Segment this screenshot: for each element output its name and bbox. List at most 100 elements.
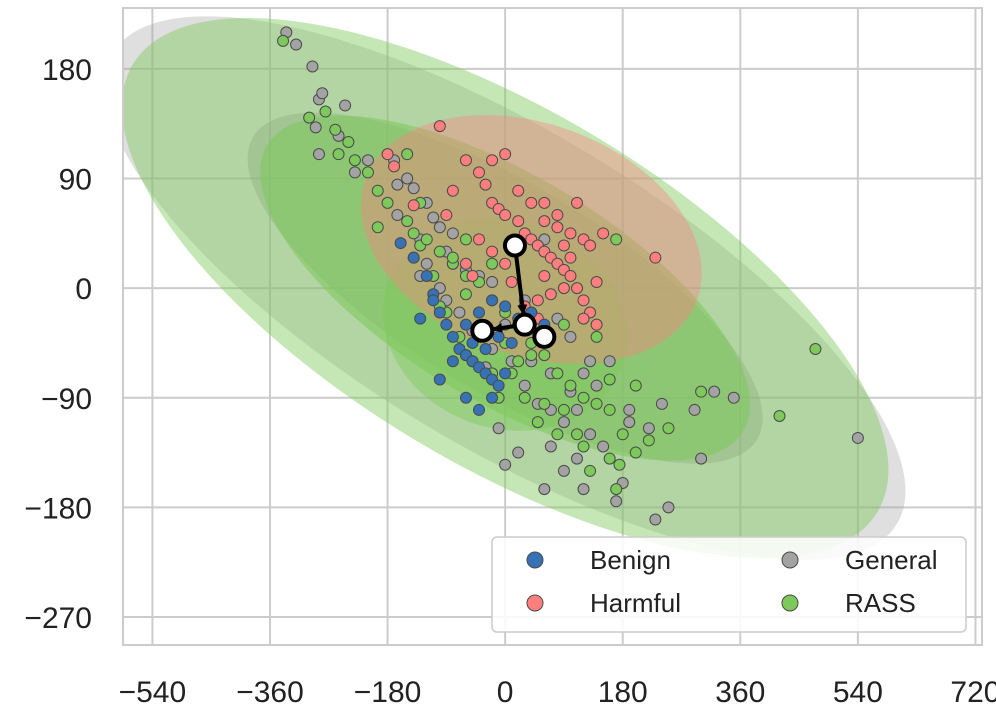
point-rass bbox=[538, 349, 551, 362]
point-rass bbox=[407, 227, 420, 240]
point-rass bbox=[557, 318, 570, 331]
point-harmful bbox=[499, 148, 512, 161]
point-rass bbox=[603, 403, 616, 416]
point-rass bbox=[538, 397, 551, 410]
point-benign bbox=[492, 379, 505, 392]
point-general bbox=[391, 178, 404, 191]
point-rass bbox=[531, 416, 544, 429]
point-harmful bbox=[486, 154, 499, 167]
point-general bbox=[486, 276, 499, 289]
point-general bbox=[306, 60, 319, 73]
legend-label-general: General bbox=[845, 545, 938, 575]
point-rass bbox=[610, 233, 623, 246]
point-general bbox=[420, 257, 433, 270]
x-tick-label: 360 bbox=[715, 676, 765, 709]
point-general bbox=[407, 182, 420, 195]
point-harmful bbox=[505, 276, 518, 289]
point-rass bbox=[303, 111, 316, 124]
point-benign bbox=[473, 306, 486, 319]
point-rass bbox=[590, 397, 603, 410]
point-general bbox=[348, 166, 361, 179]
centroid-marker-2 bbox=[470, 318, 495, 343]
point-harmful bbox=[577, 294, 590, 307]
y-tick-label: −270 bbox=[24, 602, 92, 635]
point-benign bbox=[407, 251, 420, 264]
point-general bbox=[312, 148, 325, 161]
point-rass bbox=[512, 355, 525, 368]
centroid-marker-1 bbox=[512, 312, 537, 337]
point-harmful bbox=[538, 196, 551, 209]
point-harmful bbox=[512, 215, 525, 228]
point-general bbox=[316, 87, 329, 100]
x-tick-label: −180 bbox=[354, 676, 422, 709]
point-harmful bbox=[440, 209, 453, 222]
point-benign bbox=[499, 367, 512, 380]
legend-marker-rass bbox=[781, 594, 799, 612]
point-general bbox=[570, 403, 583, 416]
point-general bbox=[597, 440, 610, 453]
point-rass bbox=[603, 373, 616, 386]
point-general bbox=[649, 513, 662, 526]
point-general bbox=[727, 391, 740, 404]
point-rass bbox=[613, 458, 626, 471]
point-benign bbox=[433, 373, 446, 386]
point-rass bbox=[616, 428, 629, 441]
point-general bbox=[577, 483, 590, 496]
centroid-marker-3 bbox=[532, 324, 557, 349]
point-rass bbox=[525, 349, 538, 362]
point-rass bbox=[486, 257, 499, 270]
point-harmful bbox=[525, 196, 538, 209]
point-rass bbox=[277, 34, 290, 47]
point-benign bbox=[427, 294, 440, 307]
point-harmful bbox=[499, 209, 512, 222]
centroid-marker-0 bbox=[502, 233, 527, 258]
x-tick-label: −540 bbox=[119, 676, 187, 709]
point-general bbox=[570, 452, 583, 465]
legend-label-rass: RASS bbox=[845, 588, 916, 618]
point-rass bbox=[642, 434, 655, 447]
point-general bbox=[492, 422, 505, 435]
point-harmful bbox=[459, 257, 472, 270]
point-rass bbox=[773, 410, 786, 423]
point-harmful bbox=[570, 282, 583, 295]
point-benign bbox=[492, 330, 505, 343]
point-general bbox=[433, 221, 446, 234]
point-harmful bbox=[564, 227, 577, 240]
point-harmful bbox=[381, 148, 394, 161]
x-tick-label: 0 bbox=[497, 676, 514, 709]
point-general bbox=[557, 464, 570, 477]
point-benign bbox=[446, 330, 459, 343]
point-general bbox=[610, 495, 623, 508]
point-general bbox=[695, 452, 708, 465]
point-rass bbox=[629, 379, 642, 392]
point-rass bbox=[551, 428, 564, 441]
point-general bbox=[391, 209, 404, 222]
x-tick-label: 180 bbox=[598, 676, 648, 709]
point-rass bbox=[332, 148, 345, 161]
x-tick-label: 540 bbox=[833, 676, 883, 709]
point-rass bbox=[433, 245, 446, 258]
point-general bbox=[851, 431, 864, 444]
point-general bbox=[708, 385, 721, 398]
point-general bbox=[688, 403, 701, 416]
legend-box bbox=[491, 536, 967, 633]
point-benign bbox=[420, 269, 433, 282]
point-rass bbox=[584, 464, 597, 477]
point-harmful bbox=[473, 233, 486, 246]
point-benign bbox=[473, 403, 486, 416]
x-tick-label: 720 bbox=[950, 676, 996, 709]
point-general bbox=[623, 416, 636, 429]
point-rass bbox=[361, 166, 374, 179]
y-tick-label: 90 bbox=[59, 164, 92, 197]
y-tick-label: −180 bbox=[24, 492, 92, 525]
point-general bbox=[361, 154, 374, 167]
y-tick-label: 180 bbox=[42, 54, 92, 87]
centroid-layer bbox=[470, 233, 557, 349]
legend: Benign General Harmful RASS bbox=[491, 536, 967, 633]
point-harmful bbox=[388, 160, 401, 173]
point-harmful bbox=[433, 120, 446, 133]
point-rass bbox=[629, 446, 642, 459]
point-rass bbox=[401, 148, 414, 161]
